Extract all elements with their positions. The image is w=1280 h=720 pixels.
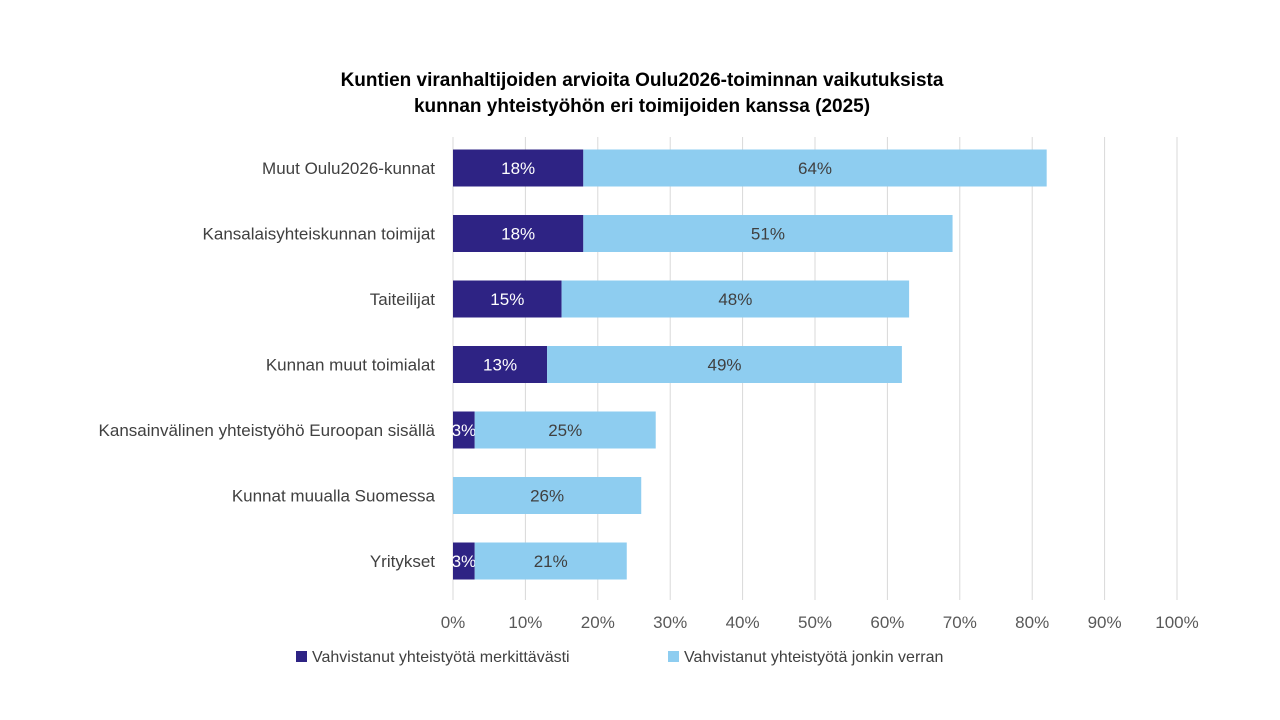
legend-swatch-0 (296, 651, 307, 662)
bar-6-series-0 (453, 542, 475, 580)
category-label-1: Kansalaisyhteiskunnan toimijat (203, 225, 436, 244)
x-axis-tick-labels: 0% 10% 20% 30% 40% 50% 60% 70% 80% 90% 100% (441, 613, 1199, 632)
bars: 18% 64% 18% 51% 15% 48% 13% 49% 3% 25% 26% 3% 21% (452, 149, 1047, 580)
x-tick-label-6: 60% (870, 613, 904, 632)
value-label-6-series-0: 3% (452, 552, 477, 571)
bar-5-series-1 (453, 477, 642, 514)
category-label-5: Kunnat muualla Suomessa (232, 487, 436, 506)
bar-3-series-0 (453, 346, 548, 383)
bar-1-series-0 (453, 215, 584, 252)
value-label-0-series-1: 64% (798, 159, 832, 178)
value-label-1-series-1: 51% (751, 225, 785, 244)
category-label-4: Kansainvälinen yhteistyöhö Euroopan sisä… (99, 421, 436, 440)
value-label-4-series-1: 25% (548, 421, 582, 440)
x-tick-label-7: 70% (943, 613, 977, 632)
x-tick-label-5: 50% (798, 613, 832, 632)
x-tick-label-9: 90% (1088, 613, 1122, 632)
category-label-2: Taiteilijat (370, 290, 435, 309)
category-label-6: Yritykset (370, 552, 435, 571)
value-label-5-series-1: 26% (530, 487, 564, 506)
value-label-0-series-0: 18% (501, 159, 535, 178)
x-tick-label-4: 40% (726, 613, 760, 632)
value-label-2-series-0: 15% (490, 290, 524, 309)
x-tick-label-2: 20% (581, 613, 615, 632)
category-label-0: Muut Oulu2026-kunnat (262, 159, 435, 178)
x-tick-label-0: 0% (441, 613, 466, 632)
chart-title-line-2: kunnan yhteistyöhön eri toimijoiden kans… (413, 96, 871, 117)
bar-0-series-1 (583, 149, 1047, 187)
legend-swatch-1 (668, 651, 679, 662)
legend: Vahvistanut yhteistyötä merkittävästi Vah… (296, 649, 943, 666)
value-label-3-series-0: 13% (483, 356, 517, 375)
value-label-1-series-0: 18% (501, 225, 535, 244)
legend-label-1: Vahvistanut yhteistyötä jonkin verran (684, 649, 943, 666)
bar-2-series-0 (453, 280, 562, 318)
bar-4-series-0 (453, 411, 475, 449)
category-labels: Muut Oulu2026-kunnat Kansalaisyhteiskunna… (99, 159, 436, 571)
legend-label-0: Vahvistanut yhteistyötä merkittävästi (312, 649, 570, 666)
bar-4-series-1 (474, 411, 656, 449)
bar-1-series-1 (583, 215, 953, 252)
x-tick-label-10: 100% (1155, 613, 1198, 632)
chart-title: Kuntien viranhaltijoiden arvioita Oulu20… (0, 68, 1280, 120)
bar-3-series-1 (547, 346, 902, 383)
bar-6-series-1 (474, 542, 627, 580)
category-label-3: Kunnan muut toimialat (266, 356, 435, 375)
value-label-2-series-1: 48% (718, 290, 752, 309)
value-label-4-series-0: 3% (452, 421, 477, 440)
bar-0-series-0 (453, 149, 584, 187)
chart-title-line-1: Kuntien viranhaltijoiden arvioita Oulu20… (340, 70, 944, 91)
x-tick-label-8: 80% (1015, 613, 1049, 632)
x-tick-label-1: 10% (508, 613, 542, 632)
value-label-3-series-1: 49% (707, 356, 741, 375)
gridlines (452, 137, 1178, 600)
bar-2-series-1 (561, 280, 910, 318)
value-label-6-series-1: 21% (534, 552, 568, 571)
x-tick-label-3: 30% (653, 613, 687, 632)
